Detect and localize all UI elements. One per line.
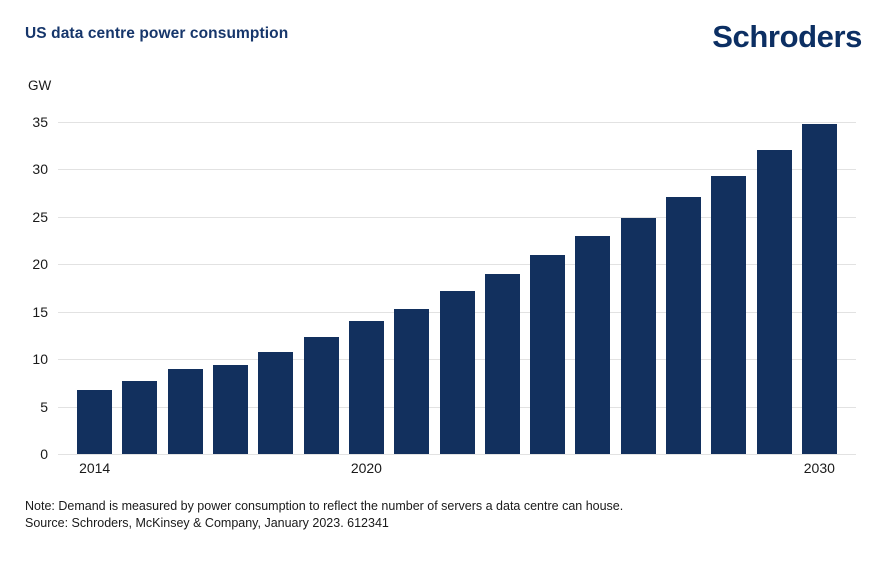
x-tick-2030: 2030 (803, 460, 835, 476)
y-tick-0: 0 (40, 446, 48, 462)
bar-2030 (801, 123, 837, 454)
gridline-25 (58, 216, 856, 218)
x-tick-2020: 2020 (350, 460, 382, 476)
schroders-logo: Schroders (712, 19, 862, 54)
bar-2017 (213, 364, 249, 454)
bar-2029 (756, 150, 792, 454)
y-tick-20: 20 (32, 256, 48, 273)
bar-2018 (258, 351, 294, 454)
gridline-0 (58, 454, 856, 455)
y-axis-unit-label: GW (28, 78, 52, 93)
y-tick-30: 30 (32, 161, 48, 178)
page-title: US data centre power consumption (25, 25, 289, 42)
bar-2026 (620, 217, 656, 454)
bar-2015 (122, 380, 158, 454)
gridline-30 (58, 169, 856, 171)
bar-2027 (665, 196, 701, 454)
chart-footnotes: Note: Demand is measured by power consum… (25, 498, 623, 532)
y-tick-10: 10 (32, 351, 48, 368)
bar-2020 (348, 321, 384, 454)
y-tick-35: 35 (32, 114, 48, 130)
bar-chart-plot-area (58, 122, 856, 455)
source-text: Source: Schroders, McKinsey & Company, J… (25, 516, 389, 530)
bar-2028 (711, 176, 747, 454)
bar-2022 (439, 290, 475, 454)
bar-2019 (303, 337, 339, 454)
x-tick-2014: 2014 (79, 460, 111, 476)
gridline-35 (58, 122, 856, 123)
bar-2016 (167, 368, 203, 454)
bar-2024 (530, 254, 566, 454)
bar-2025 (575, 235, 611, 454)
bar-2023 (484, 273, 520, 454)
gridline-20 (58, 264, 856, 266)
y-tick-25: 25 (32, 208, 48, 225)
y-tick-5: 5 (40, 398, 48, 415)
bar-2014 (77, 390, 113, 454)
y-tick-15: 15 (32, 303, 48, 320)
bar-2021 (394, 308, 430, 454)
note-text: Note: Demand is measured by power consum… (25, 499, 624, 513)
